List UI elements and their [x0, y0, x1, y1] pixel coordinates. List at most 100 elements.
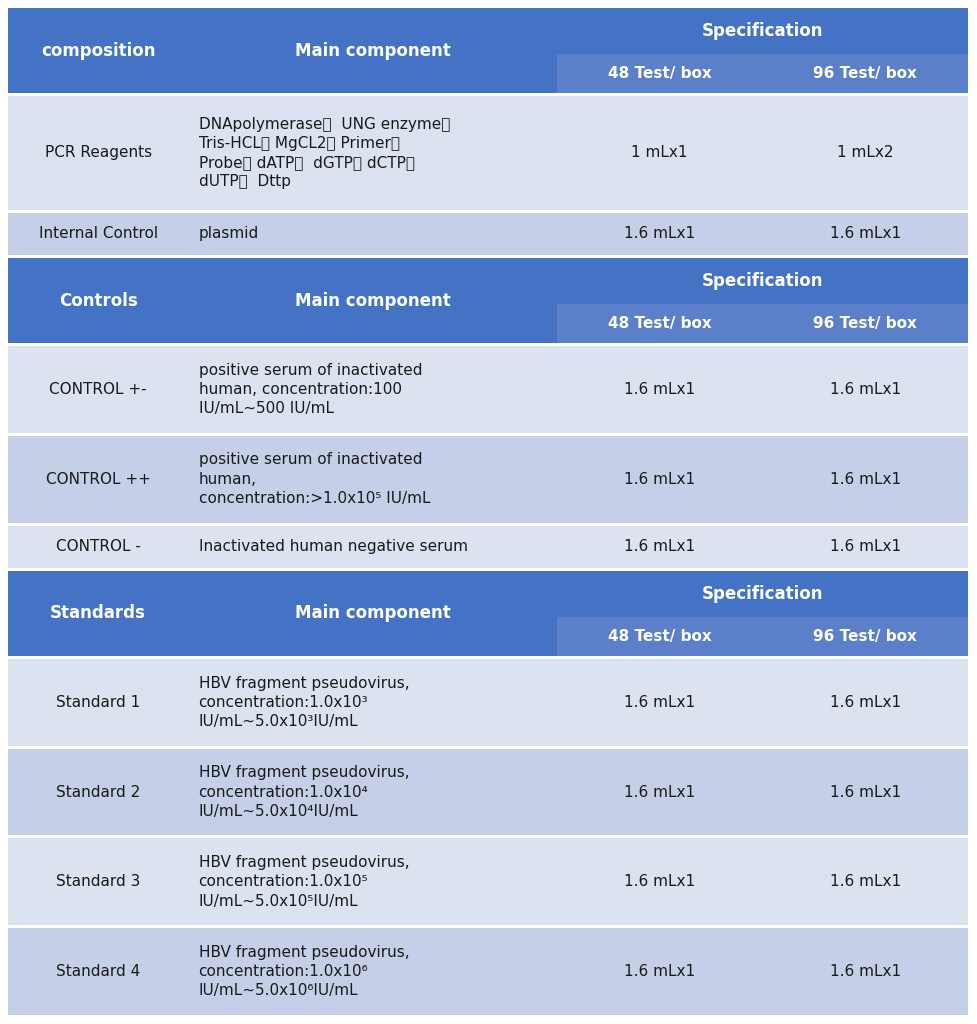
Bar — [762, 658, 968, 745]
Bar — [189, 928, 557, 1015]
Text: 1.6 mLx1: 1.6 mLx1 — [624, 382, 696, 397]
Text: positive serum of inactivated
human, concentration:100
IU/mL~500 IU/mL: positive serum of inactivated human, con… — [198, 362, 422, 416]
Bar — [762, 839, 968, 925]
Text: HBV fragment pseudovirus,
concentration:1.0x10⁶
IU/mL~5.0x10⁶IU/mL: HBV fragment pseudovirus, concentration:… — [198, 945, 409, 998]
Text: 1.6 mLx1: 1.6 mLx1 — [829, 472, 901, 486]
Text: Specification: Specification — [701, 585, 824, 603]
Text: Main component: Main component — [295, 292, 450, 309]
Text: CONTROL -: CONTROL - — [56, 540, 141, 554]
Bar — [762, 346, 968, 433]
Text: plasmid: plasmid — [198, 226, 259, 242]
Text: 1.6 mLx1: 1.6 mLx1 — [829, 226, 901, 242]
Text: Internal Control: Internal Control — [39, 226, 157, 242]
Text: 1.6 mLx1: 1.6 mLx1 — [624, 472, 696, 486]
Bar — [8, 346, 189, 433]
Text: 1 mLx1: 1 mLx1 — [631, 145, 688, 161]
Bar — [8, 928, 189, 1015]
Bar — [557, 436, 762, 522]
Text: Standard 2: Standard 2 — [56, 784, 141, 800]
Text: 1.6 mLx1: 1.6 mLx1 — [829, 694, 901, 710]
Text: Standard 4: Standard 4 — [56, 964, 141, 979]
Text: Standards: Standards — [50, 604, 147, 623]
Bar — [762, 213, 968, 255]
Text: Standard 1: Standard 1 — [56, 694, 141, 710]
Text: 1.6 mLx1: 1.6 mLx1 — [829, 382, 901, 397]
Bar — [557, 525, 762, 568]
Bar — [762, 436, 968, 522]
Bar — [189, 258, 557, 343]
Bar — [762, 304, 968, 343]
Bar — [8, 8, 189, 93]
Text: HBV fragment pseudovirus,
concentration:1.0x10³
IU/mL~5.0x10³IU/mL: HBV fragment pseudovirus, concentration:… — [198, 676, 409, 729]
Text: 1.6 mLx1: 1.6 mLx1 — [829, 874, 901, 889]
Text: 96 Test/ box: 96 Test/ box — [814, 316, 917, 331]
Text: HBV fragment pseudovirus,
concentration:1.0x10⁴
IU/mL~5.0x10⁴IU/mL: HBV fragment pseudovirus, concentration:… — [198, 765, 409, 819]
Text: 1.6 mLx1: 1.6 mLx1 — [829, 964, 901, 979]
Text: 1.6 mLx1: 1.6 mLx1 — [624, 226, 696, 242]
Text: 1.6 mLx1: 1.6 mLx1 — [624, 694, 696, 710]
Bar — [557, 928, 762, 1015]
Text: HBV fragment pseudovirus,
concentration:1.0x10⁵
IU/mL~5.0x10⁵IU/mL: HBV fragment pseudovirus, concentration:… — [198, 855, 409, 908]
Text: 48 Test/ box: 48 Test/ box — [608, 629, 711, 644]
Bar — [189, 8, 557, 93]
Bar — [189, 213, 557, 255]
Bar — [8, 571, 189, 655]
Bar — [762, 525, 968, 568]
Text: Main component: Main component — [295, 604, 450, 623]
Bar — [762, 749, 968, 836]
Text: 1.6 mLx1: 1.6 mLx1 — [624, 784, 696, 800]
Text: Standard 3: Standard 3 — [56, 874, 141, 889]
Text: composition: composition — [41, 42, 155, 59]
Bar — [557, 8, 968, 54]
Bar — [189, 749, 557, 836]
Bar — [557, 658, 762, 745]
Text: 96 Test/ box: 96 Test/ box — [814, 629, 917, 644]
Bar — [557, 258, 968, 304]
Text: CONTROL +-: CONTROL +- — [50, 382, 147, 397]
Bar — [8, 436, 189, 522]
Bar — [557, 571, 968, 617]
Bar — [762, 96, 968, 210]
Text: 1.6 mLx1: 1.6 mLx1 — [829, 784, 901, 800]
Bar — [557, 617, 762, 655]
Text: 96 Test/ box: 96 Test/ box — [814, 67, 917, 81]
Text: Controls: Controls — [59, 292, 138, 309]
Text: Main component: Main component — [295, 42, 450, 59]
Text: 1.6 mLx1: 1.6 mLx1 — [624, 540, 696, 554]
Bar — [557, 213, 762, 255]
Bar — [557, 304, 762, 343]
Bar — [8, 96, 189, 210]
Bar — [557, 749, 762, 836]
Bar — [557, 96, 762, 210]
Bar — [557, 839, 762, 925]
Bar — [189, 96, 557, 210]
Text: PCR Reagents: PCR Reagents — [45, 145, 151, 161]
Bar — [189, 658, 557, 745]
Bar — [189, 839, 557, 925]
Text: 1.6 mLx1: 1.6 mLx1 — [624, 964, 696, 979]
Text: CONTROL ++: CONTROL ++ — [46, 472, 150, 486]
Bar — [8, 258, 189, 343]
Text: Specification: Specification — [701, 23, 824, 40]
Bar — [189, 525, 557, 568]
Text: 1.6 mLx1: 1.6 mLx1 — [829, 540, 901, 554]
Text: Specification: Specification — [701, 272, 824, 291]
Bar — [557, 54, 762, 93]
Text: DNApolymerase、  UNG enzyme、
Tris-HCL、 MgCL2、 Primer、
Probe、 dATP、  dGTP、 dCTP、
d: DNApolymerase、 UNG enzyme、 Tris-HCL、 MgC… — [198, 117, 450, 189]
Bar — [8, 658, 189, 745]
Bar — [189, 436, 557, 522]
Text: 48 Test/ box: 48 Test/ box — [608, 67, 711, 81]
Text: 1 mLx2: 1 mLx2 — [837, 145, 894, 161]
Text: positive serum of inactivated
human,
concentration:>1.0x10⁵ IU/mL: positive serum of inactivated human, con… — [198, 453, 430, 506]
Bar — [762, 928, 968, 1015]
Bar — [762, 54, 968, 93]
Text: 48 Test/ box: 48 Test/ box — [608, 316, 711, 331]
Text: Inactivated human negative serum: Inactivated human negative serum — [198, 540, 468, 554]
Bar — [8, 525, 189, 568]
Bar — [8, 749, 189, 836]
Bar — [8, 839, 189, 925]
Text: 1.6 mLx1: 1.6 mLx1 — [624, 874, 696, 889]
Bar — [189, 571, 557, 655]
Bar — [8, 213, 189, 255]
Bar — [557, 346, 762, 433]
